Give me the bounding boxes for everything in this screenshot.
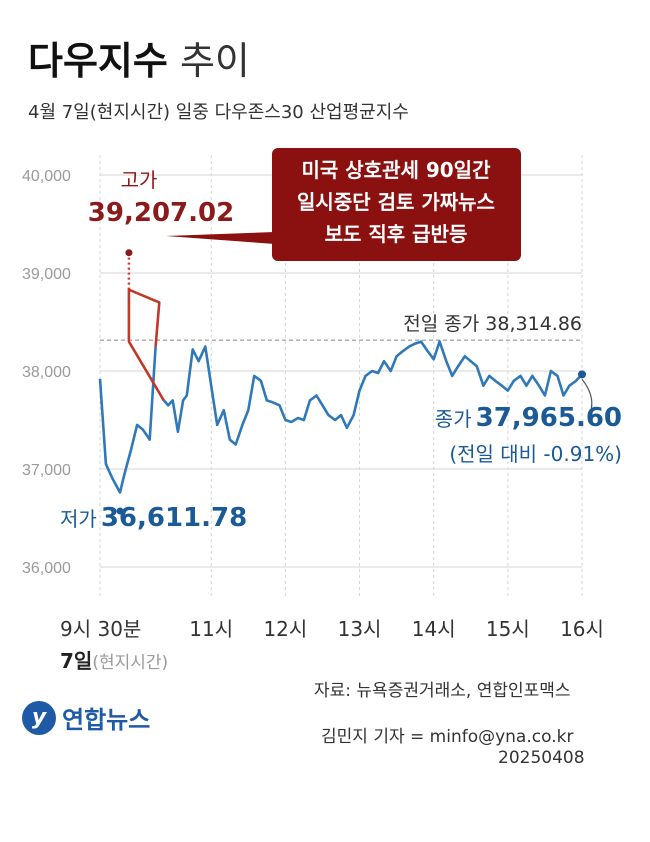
yonhap-logo-icon: y — [22, 700, 56, 735]
close-leader — [581, 378, 593, 415]
close-change: (전일 대비 -0.91%) — [449, 442, 622, 466]
news-callout — [272, 148, 521, 261]
y-tick-label: 36,000 — [22, 560, 71, 577]
title-bold: 다우지수 — [28, 39, 168, 83]
prev-close-label: 전일 종가 38,314.86 — [403, 313, 582, 335]
callout-line: 보도 직후 급반등 — [325, 222, 468, 246]
date-light: (현지시간) — [92, 653, 168, 673]
logo-text: 연합뉴스 — [62, 706, 151, 734]
high-point — [125, 249, 133, 257]
callout-line: 미국 상호관세 90일간 — [302, 158, 492, 182]
close-label-text: 종가 — [435, 407, 472, 431]
close-value: 37,965.60 — [476, 403, 622, 433]
callout-line: 일시중단 검토 가짜뉴스 — [297, 190, 495, 214]
title-light: 추이 — [179, 39, 250, 83]
callout-pointer — [166, 232, 275, 244]
x-tick-label: 16시 — [560, 617, 604, 641]
spike-line — [127, 288, 165, 402]
y-tick-label: 38,000 — [22, 364, 71, 381]
low-point — [116, 507, 124, 515]
publish-date: 20250408 — [498, 748, 585, 768]
x-tick-label: 9시 30분 — [60, 617, 141, 641]
x-tick-label: 14시 — [412, 617, 456, 641]
page-title: 다우지수 추이 — [28, 30, 250, 85]
series-line — [98, 346, 157, 494]
low-label-text: 저가 — [60, 507, 97, 531]
close-point — [578, 370, 586, 379]
y-tick-label: 40,000 — [22, 168, 71, 185]
source-note: 자료: 뉴욕증권거래소, 연합인포맥스 — [314, 681, 571, 701]
reporter-credit: 김민지 기자 = minfo@yna.co.kr — [321, 727, 574, 747]
series-line — [162, 340, 583, 446]
page-subtitle: 4월 7일(현지시간) 일중 다우존스30 산업평균지수 — [28, 102, 409, 123]
date-label: 7일(현지시간) — [60, 649, 168, 673]
x-tick-label: 13시 — [338, 617, 382, 641]
yonhap-logo: y 연합뉴스 — [22, 700, 150, 735]
close-label: 종가 37,965.60 — [435, 403, 622, 433]
x-tick-label: 12시 — [263, 617, 307, 641]
date-bold: 7일 — [60, 649, 92, 673]
y-tick-label: 37,000 — [22, 462, 71, 479]
x-tick-label: 11시 — [189, 617, 233, 641]
low-value: 36,611.78 — [101, 503, 247, 533]
high-value: 39,207.02 — [88, 198, 234, 228]
low-label: 저가 36,611.78 — [60, 503, 247, 533]
high-label: 고가 — [121, 168, 158, 192]
x-tick-label: 15시 — [486, 617, 530, 641]
y-tick-label: 39,000 — [22, 266, 71, 283]
